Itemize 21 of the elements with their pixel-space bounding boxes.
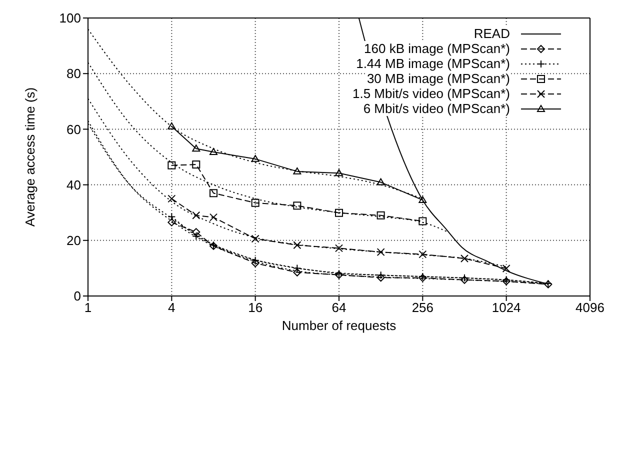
legend-label: 1.44 MB image (MPScan*): [355, 56, 511, 71]
legend-label: 1.5 Mbit/s video (MPScan*): [351, 86, 511, 101]
x-tick-label: 64: [332, 300, 346, 316]
x-tick-label: 4096: [576, 300, 604, 316]
y-axis-title: Average access time (s): [22, 87, 38, 227]
y-tick-label: 0: [74, 288, 81, 304]
y-tick-label: 20: [66, 233, 81, 248]
legend-label: 6 Mbit/s video (MPScan*): [362, 101, 511, 116]
legend-label: READ: [472, 26, 511, 41]
y-tick-label: 100: [59, 10, 81, 26]
x-tick-label: 256: [412, 300, 434, 316]
x-axis-title: Number of requests: [282, 318, 397, 333]
y-tick-label: 80: [66, 66, 81, 82]
y-tick-label: 40: [66, 177, 81, 192]
legend-label: 30 MB image (MPScan*): [366, 71, 511, 86]
x-tick-label: 4: [168, 300, 176, 316]
x-tick-label: 1024: [492, 300, 521, 316]
legend-label: 160 kB image (MPScan*): [363, 41, 511, 56]
y-tick-label: 60: [66, 122, 81, 137]
x-tick-label: 1: [84, 300, 92, 316]
x-tick-label: 16: [248, 300, 263, 316]
